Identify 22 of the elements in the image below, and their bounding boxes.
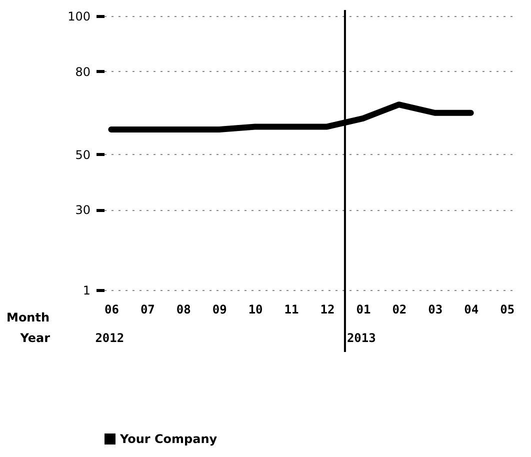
y-tick-label: 30 xyxy=(75,203,90,218)
x-tick-label: 01 xyxy=(356,302,371,316)
text: Year xyxy=(19,331,50,345)
legend-label: Your Company xyxy=(119,432,218,446)
x-tick-label: 08 xyxy=(176,302,191,316)
x-tick-label: 10 xyxy=(248,302,263,316)
x-axis-title: Month xyxy=(6,310,50,324)
x-tick-label: 05 xyxy=(500,302,515,316)
y-tick-label: 100 xyxy=(68,10,90,24)
x-tick-label: 04 xyxy=(464,302,479,316)
x-tick-label: 07 xyxy=(140,302,155,316)
x-tick-label: 06 xyxy=(104,302,119,316)
y-tick-label: 80 xyxy=(75,64,90,79)
text: 2012 xyxy=(95,331,124,345)
x-tick-label: 12 xyxy=(320,302,335,316)
x-tick-label: 02 xyxy=(392,302,407,316)
x-tick-label: 09 xyxy=(212,302,227,316)
x-tick-label: 03 xyxy=(428,302,443,316)
text: 2013 xyxy=(346,331,376,345)
y-tick-label: 1 xyxy=(82,284,90,298)
y-tick-label: 50 xyxy=(75,148,90,162)
x-tick-label: 11 xyxy=(284,302,299,316)
